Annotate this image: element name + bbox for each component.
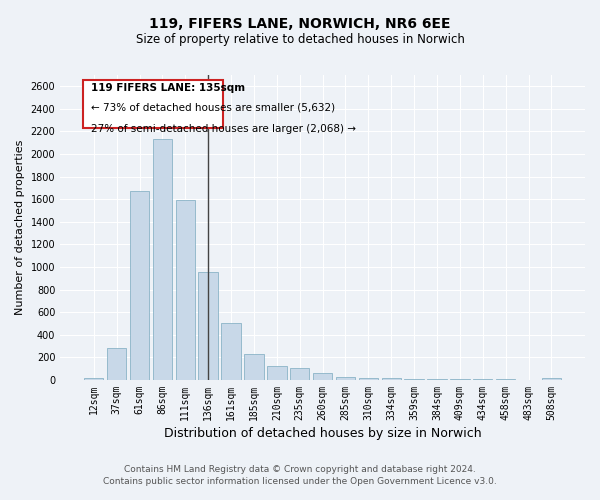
- Text: 119, FIFERS LANE, NORWICH, NR6 6EE: 119, FIFERS LANE, NORWICH, NR6 6EE: [149, 18, 451, 32]
- Bar: [336, 376, 355, 380]
- Bar: [404, 379, 424, 380]
- Bar: [107, 348, 127, 380]
- Bar: [382, 378, 401, 380]
- X-axis label: Distribution of detached houses by size in Norwich: Distribution of detached houses by size …: [164, 427, 481, 440]
- Bar: [267, 366, 287, 380]
- Bar: [542, 378, 561, 380]
- Bar: [313, 373, 332, 380]
- Bar: [244, 354, 263, 380]
- Bar: [84, 378, 103, 380]
- FancyBboxPatch shape: [83, 80, 223, 128]
- Bar: [290, 368, 310, 380]
- Text: ← 73% of detached houses are smaller (5,632): ← 73% of detached houses are smaller (5,…: [91, 102, 335, 113]
- Bar: [176, 200, 195, 380]
- Text: 27% of semi-detached houses are larger (2,068) →: 27% of semi-detached houses are larger (…: [91, 124, 356, 134]
- Text: Contains public sector information licensed under the Open Government Licence v3: Contains public sector information licen…: [103, 477, 497, 486]
- Bar: [221, 324, 241, 380]
- Text: Size of property relative to detached houses in Norwich: Size of property relative to detached ho…: [136, 32, 464, 46]
- Bar: [427, 379, 447, 380]
- Bar: [152, 140, 172, 380]
- Bar: [450, 379, 470, 380]
- Bar: [199, 272, 218, 380]
- Y-axis label: Number of detached properties: Number of detached properties: [15, 140, 25, 315]
- Bar: [359, 378, 378, 380]
- Text: 119 FIFERS LANE: 135sqm: 119 FIFERS LANE: 135sqm: [91, 82, 245, 92]
- Bar: [130, 192, 149, 380]
- Text: Contains HM Land Registry data © Crown copyright and database right 2024.: Contains HM Land Registry data © Crown c…: [124, 465, 476, 474]
